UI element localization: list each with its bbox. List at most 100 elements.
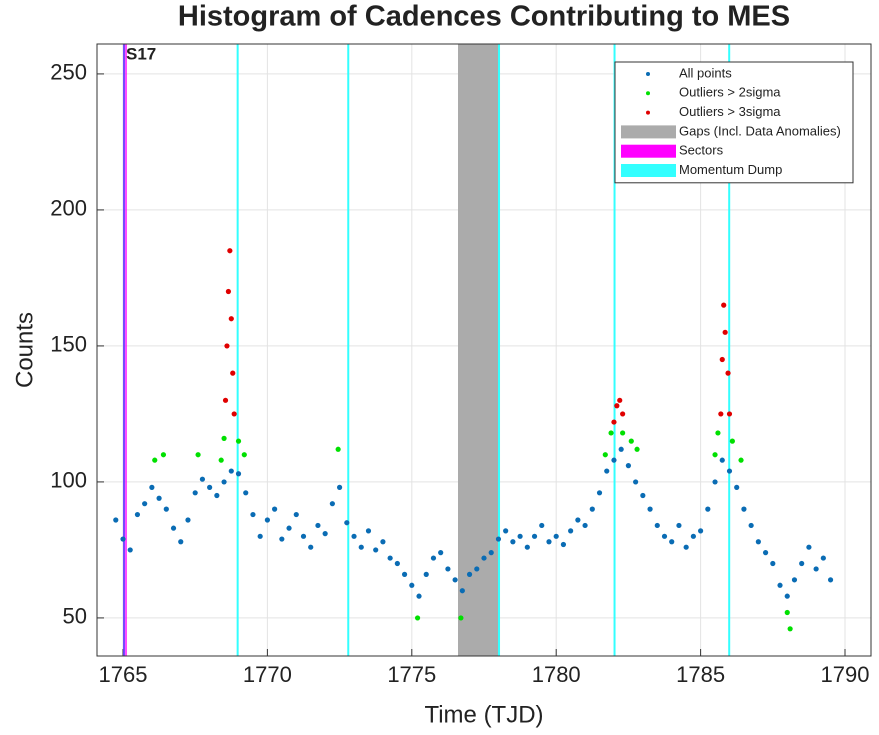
- data-point: [799, 560, 805, 567]
- data-point: [806, 544, 812, 550]
- data-point: [582, 522, 588, 529]
- data-point: [218, 457, 224, 463]
- x-tick-label: 1765: [99, 662, 148, 687]
- data-point: [617, 397, 623, 403]
- data-point: [517, 533, 523, 539]
- x-tick-label: 1775: [387, 662, 436, 687]
- data-point: [683, 544, 689, 550]
- data-point: [669, 539, 675, 545]
- data-point: [230, 370, 236, 376]
- legend-marker: [646, 72, 650, 76]
- data-point: [227, 248, 233, 254]
- data-point: [195, 452, 201, 458]
- data-point: [235, 438, 242, 444]
- data-point: [712, 452, 718, 458]
- legend-marker: [646, 91, 650, 96]
- data-point: [308, 544, 314, 550]
- data-point: [589, 506, 595, 512]
- data-point: [553, 533, 559, 539]
- data-point: [142, 501, 148, 507]
- data-point: [481, 555, 487, 561]
- legend-label: Outliers > 2sigma: [679, 85, 781, 100]
- data-point: [748, 522, 754, 529]
- data-point: [336, 484, 343, 490]
- data-point: [575, 517, 581, 523]
- data-point: [160, 452, 167, 458]
- data-point: [611, 419, 617, 425]
- legend-swatch: [621, 164, 676, 177]
- data-point: [787, 626, 793, 632]
- data-point: [264, 517, 270, 523]
- data-point: [335, 446, 341, 452]
- data-point: [231, 411, 237, 417]
- data-point: [430, 555, 437, 561]
- data-point: [784, 593, 790, 599]
- data-point: [351, 533, 357, 539]
- legend-label: All points: [679, 65, 732, 80]
- data-point: [224, 343, 230, 349]
- data-point: [725, 370, 731, 376]
- data-point: [235, 471, 242, 477]
- data-point: [344, 520, 350, 526]
- y-axis-label: Counts: [11, 312, 38, 388]
- data-point: [654, 522, 660, 529]
- data-point: [423, 571, 429, 578]
- data-point: [113, 517, 119, 523]
- data-point: [539, 522, 545, 529]
- legend-swatch: [621, 144, 676, 158]
- data-point: [394, 560, 400, 567]
- data-point: [719, 356, 725, 363]
- data-point: [241, 452, 247, 458]
- data-point: [243, 490, 249, 496]
- data-point: [546, 539, 552, 545]
- x-tick-label: 1790: [821, 662, 870, 687]
- data-point: [458, 615, 464, 621]
- data-point: [401, 571, 408, 578]
- legend-label: Gaps (Incl. Data Anomalies): [679, 123, 841, 138]
- data-point: [380, 539, 386, 545]
- data-point: [827, 577, 834, 583]
- data-point: [365, 528, 372, 534]
- data-point: [152, 457, 158, 463]
- data-point: [712, 479, 718, 485]
- data-point: [628, 438, 634, 444]
- data-point: [163, 506, 169, 512]
- data-point: [272, 506, 278, 512]
- sector-label: S17: [126, 44, 156, 63]
- data-point: [531, 533, 538, 539]
- data-point: [221, 435, 227, 441]
- data-point: [602, 452, 608, 458]
- data-point: [329, 501, 335, 507]
- data-point: [719, 457, 725, 463]
- data-point: [409, 582, 415, 588]
- data-point: [293, 511, 299, 518]
- data-point: [459, 588, 465, 594]
- data-point: [791, 577, 798, 583]
- data-point: [495, 536, 502, 542]
- data-point: [474, 566, 480, 572]
- data-point: [510, 539, 516, 545]
- data-point: [120, 536, 126, 542]
- data-point: [784, 609, 790, 616]
- data-point: [221, 479, 227, 485]
- x-axis-label: Time (TJD): [424, 701, 543, 728]
- data-point: [715, 430, 721, 436]
- data-point: [228, 316, 234, 322]
- data-point: [149, 484, 155, 490]
- data-point: [322, 531, 328, 537]
- data-point: [690, 533, 696, 539]
- y-tick-label: 200: [50, 196, 87, 221]
- data-point: [608, 430, 614, 436]
- data-point: [661, 533, 668, 539]
- plot-frame: [96, 43, 872, 657]
- data-point: [762, 550, 769, 556]
- sector-line: [123, 44, 128, 656]
- data-point: [729, 438, 735, 444]
- data-point: [300, 533, 307, 539]
- data-point: [734, 484, 740, 490]
- legend-box: [614, 61, 854, 184]
- data-point: [178, 539, 184, 545]
- y-tick-label: 250: [50, 60, 87, 85]
- data-point: [568, 528, 574, 534]
- data-point: [604, 468, 610, 474]
